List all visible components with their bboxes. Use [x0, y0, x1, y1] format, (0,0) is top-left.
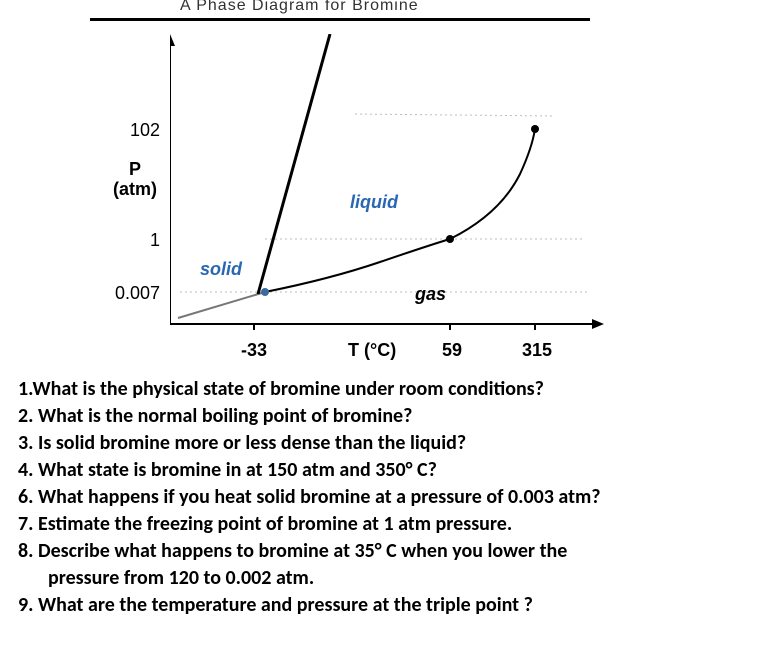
question-9: 9. What are the temperature and pressure…	[18, 592, 743, 619]
xtick--33: -33	[234, 340, 274, 361]
xtick-315: 315	[515, 340, 559, 361]
question-4: 4. What state is bromine in at 150 atm a…	[18, 457, 743, 484]
questions-block: 1.What is the physical state of bromine …	[18, 376, 743, 619]
xtick-59: 59	[432, 340, 472, 361]
y-axis-title: P (atm)	[110, 160, 160, 200]
ytick-102: 102	[112, 120, 160, 141]
question-7: 7. Estimate the freezing point of bromin…	[18, 511, 743, 538]
question-3: 3. Is solid bromine more or less dense t…	[18, 430, 743, 457]
phase-diagram-svg	[170, 34, 610, 364]
question-8a: 8. Describe what happens to bromine at 3…	[18, 538, 743, 565]
title-rule	[90, 18, 590, 21]
normal-boiling-point	[446, 235, 454, 243]
question-6: 6. What happens if you heat solid bromin…	[18, 484, 743, 511]
ytick-0p007: 0.007	[112, 283, 160, 304]
title-fragment: A Phase Diagram for Bromine	[180, 0, 419, 15]
critical-point	[531, 125, 539, 133]
x-axis-title: T (°C)	[348, 340, 396, 361]
question-1: 1.What is the physical state of bromine …	[18, 376, 743, 403]
question-2: 2. What is the normal boiling point of b…	[18, 403, 743, 430]
triple-point	[261, 288, 269, 296]
question-8b: pressure from 120 to 0.002 atm.	[18, 565, 743, 592]
page-root: A Phase Diagram for Bromine P (atm) 102 …	[0, 0, 761, 664]
phase-diagram: P (atm) 102 1 0.007 solid liquid gas	[170, 34, 600, 344]
ytick-1: 1	[112, 230, 160, 251]
